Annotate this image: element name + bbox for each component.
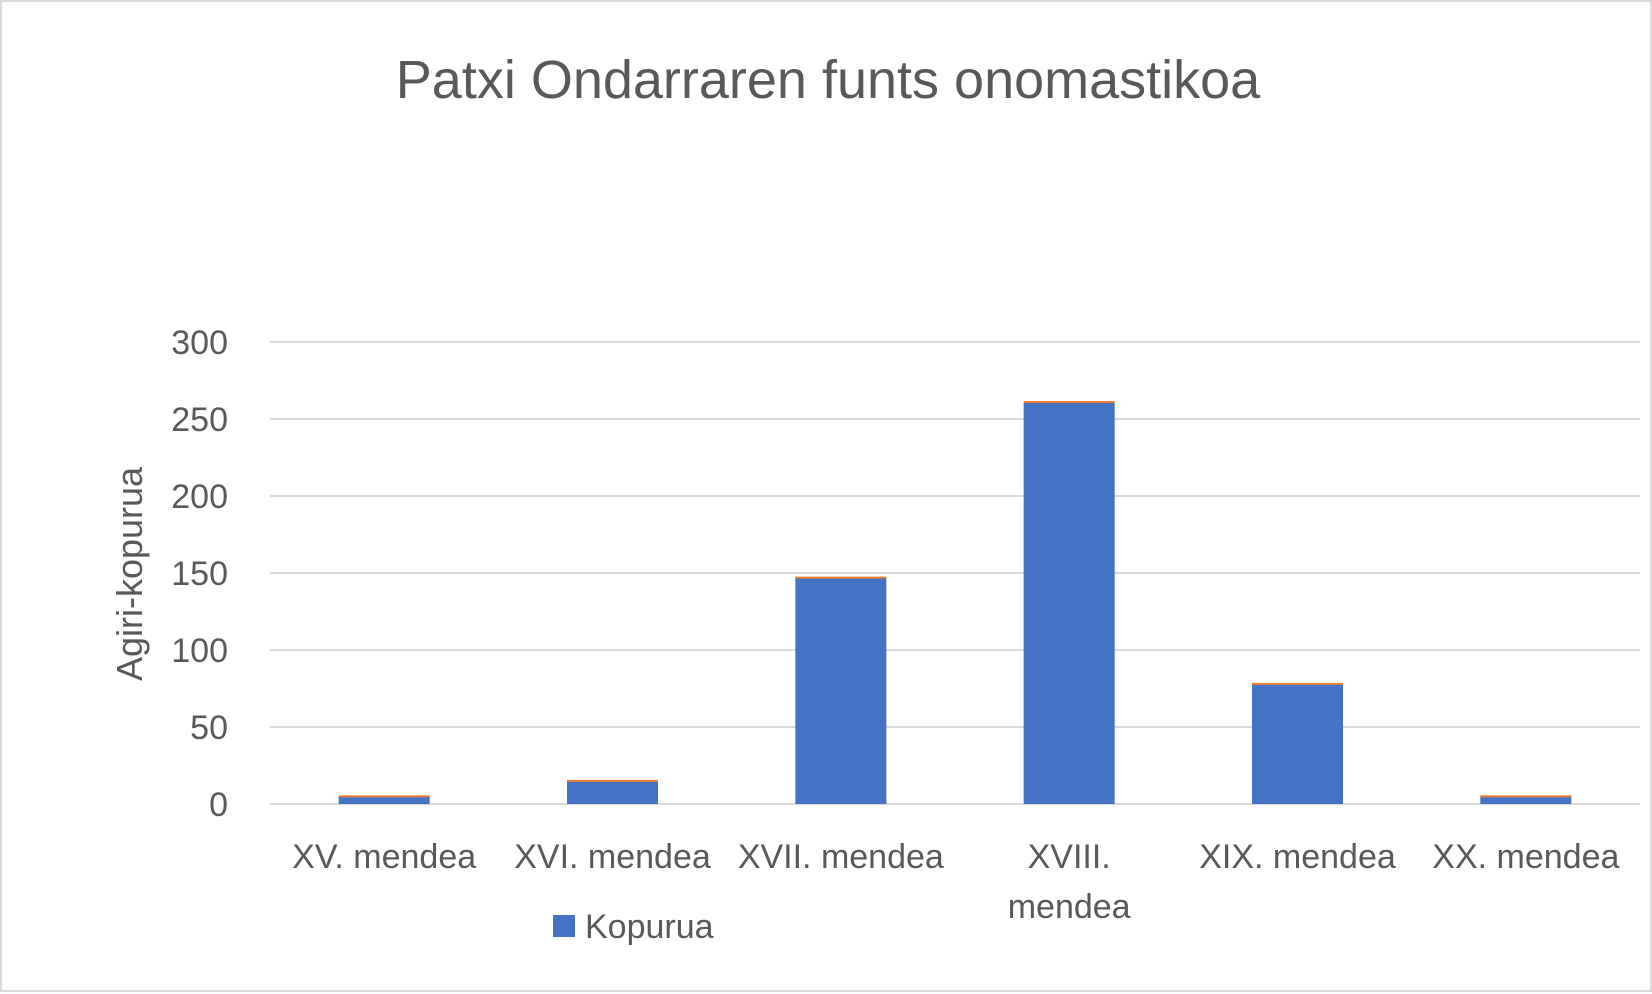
bar-top-accent [795, 576, 887, 579]
y-tick-label: 250 [171, 401, 228, 439]
legend: Kopurua [553, 908, 714, 946]
bar-top-accent [567, 779, 658, 782]
y-tick-label: 0 [209, 786, 228, 824]
bar [1480, 796, 1572, 804]
y-tick-label: 300 [171, 324, 228, 362]
bar [338, 796, 430, 804]
bar-top-accent [338, 795, 430, 798]
y-tick-label: 100 [171, 632, 228, 670]
x-category-label: XIX. mendea [1199, 838, 1396, 876]
chart-title: Patxi Ondarraren funts onomastikoa [396, 50, 1261, 110]
x-category-label: XX. mendea [1432, 838, 1619, 876]
x-category-label-line: XVI. mendea [514, 838, 711, 876]
x-category-label-line: XIX. mendea [1199, 838, 1396, 876]
x-category-label-line: XV. mendea [292, 838, 476, 876]
bar [567, 780, 658, 804]
gridlines [270, 341, 1640, 805]
y-tick-label: 50 [190, 709, 228, 747]
x-category-label: XVIII. mendea [1008, 838, 1131, 926]
x-category-label-line: XX. mendea [1432, 838, 1619, 876]
legend-label-kopurua: Kopurua [585, 908, 714, 946]
x-axis-labels: XV. mendea XVI. mendea XVII. mendea XVIII. m… [292, 838, 1619, 926]
y-axis-ticks: 0 50 100 150 200 250 300 [171, 324, 228, 824]
y-tick-label: 150 [171, 555, 228, 593]
bar-top-accent [1480, 795, 1572, 798]
legend-swatch-kopurua [553, 915, 575, 937]
x-category-label: XVI. mendea [514, 838, 711, 876]
x-category-label-line: XVII. mendea [738, 838, 944, 876]
bar [795, 577, 887, 804]
bars [338, 401, 1572, 804]
y-tick-label: 200 [171, 478, 228, 516]
x-category-label: XVII. mendea [738, 838, 944, 876]
x-category-label: XV. mendea [292, 838, 476, 876]
bar-top-accent [1023, 401, 1115, 404]
y-axis-label: Agiri-kopurua [109, 466, 150, 681]
bar-top-accent [1252, 682, 1343, 685]
bar [1023, 402, 1115, 804]
x-category-label-line: XVIII. [1028, 838, 1111, 876]
x-category-label-line: mendea [1008, 888, 1131, 926]
bar [1252, 683, 1343, 804]
